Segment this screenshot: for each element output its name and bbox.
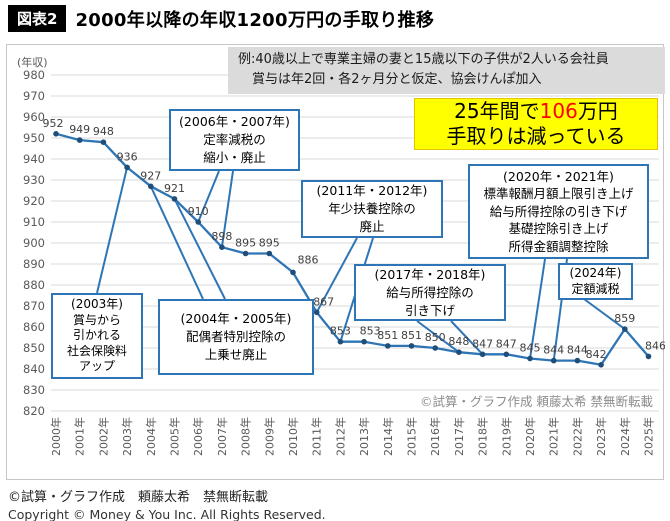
svg-text:840: 840 xyxy=(23,362,45,376)
svg-text:2022年: 2022年 xyxy=(570,417,584,456)
highlight-line-2: 手取りは減っている xyxy=(446,124,626,148)
svg-text:898: 898 xyxy=(211,230,232,243)
svg-text:940: 940 xyxy=(23,152,45,166)
svg-text:886: 886 xyxy=(298,253,319,266)
svg-text:950: 950 xyxy=(23,131,45,145)
svg-text:2010年: 2010年 xyxy=(286,417,300,456)
data-points xyxy=(53,131,652,368)
chart-watermark: ©試算・グラフ作成 頼藤太希 禁無断転載 xyxy=(420,394,653,409)
svg-text:930: 930 xyxy=(23,173,45,187)
svg-text:847: 847 xyxy=(496,337,517,350)
svg-text:870: 870 xyxy=(23,299,45,313)
assumption-line-2: 賞与は年2回・各2ヶ月分と仮定、協会けんぽ加入 xyxy=(252,72,542,88)
svg-text:936: 936 xyxy=(117,150,138,163)
footer-credit: ©試算・グラフ作成 頼藤太希 禁無断転載 xyxy=(8,490,269,505)
svg-text:2004年: 2004年 xyxy=(144,417,158,456)
page-header: 図表2 2000年以降の年収1200万円の手取り推移 xyxy=(8,5,434,32)
svg-text:2001年: 2001年 xyxy=(73,417,87,456)
highlight-value: 106 xyxy=(539,99,578,123)
svg-text:2011年: 2011年 xyxy=(310,417,324,456)
svg-text:960: 960 xyxy=(23,110,45,124)
svg-text:848: 848 xyxy=(448,335,469,348)
svg-text:820: 820 xyxy=(23,404,45,418)
svg-text:2025年: 2025年 xyxy=(642,417,656,456)
svg-text:949: 949 xyxy=(69,123,90,136)
svg-text:845: 845 xyxy=(520,342,541,355)
svg-text:2024年: 2024年 xyxy=(618,417,632,456)
chart-panel: 例:40歳以上で専業主婦の妻と15歳以下の子供が2人いる会社員 賞与は年2回・各… xyxy=(6,44,666,480)
svg-text:2021年: 2021年 xyxy=(547,417,561,456)
svg-text:2005年: 2005年 xyxy=(168,417,182,456)
svg-text:927: 927 xyxy=(140,169,161,182)
svg-text:2014年: 2014年 xyxy=(381,417,395,456)
svg-text:867: 867 xyxy=(313,295,334,308)
assumption-line-1: 例:40歳以上で専業主婦の妻と15歳以下の子供が2人いる会社員 xyxy=(238,52,609,67)
highlight-line-1: 25年間で106万円 xyxy=(454,99,618,123)
y-axis-labels: 820 830 840 850 860 870 880 890 900 910 920 930 940 9… xyxy=(23,68,45,418)
figure-badge: 図表2 xyxy=(8,5,67,32)
assumption-note: 例:40歳以上で専業主婦の妻と15歳以下の子供が2人いる会社員 賞与は年2回・各… xyxy=(228,47,665,95)
svg-text:2013年: 2013年 xyxy=(357,417,371,456)
svg-text:859: 859 xyxy=(614,312,635,325)
svg-text:844: 844 xyxy=(543,344,564,357)
annotation-2020-2021: (2020年・2021年) 標準報酬月額上限引き上げ 給与所得控除の引き下げ 基… xyxy=(468,164,649,259)
x-axis-labels: 2000年 2001年 2002年 2003年 2004年 2005年 2006年 2007年… xyxy=(49,417,656,456)
annotation-2017-2018: (2017年・2018年) 給与所得控除の 引き下げ xyxy=(354,264,506,321)
page-title: 2000年以降の年収1200万円の手取り推移 xyxy=(75,9,435,31)
svg-text:842: 842 xyxy=(586,348,607,361)
y-axis-unit-label: (年収) xyxy=(17,56,48,69)
svg-text:2003年: 2003年 xyxy=(120,417,134,456)
annotation-2004-2005: (2004年・2005年) 配偶者特別控除の 上乗せ廃止 xyxy=(158,299,314,375)
svg-text:952: 952 xyxy=(43,117,64,130)
svg-text:890: 890 xyxy=(23,257,45,271)
svg-text:860: 860 xyxy=(23,320,45,334)
svg-text:2019年: 2019年 xyxy=(499,417,513,456)
svg-text:2015年: 2015年 xyxy=(405,417,419,456)
svg-text:920: 920 xyxy=(23,194,45,208)
annotation-2024: (2024年) 定額減税 xyxy=(558,263,633,300)
svg-text:2008年: 2008年 xyxy=(239,417,253,456)
svg-text:948: 948 xyxy=(93,125,114,138)
svg-text:910: 910 xyxy=(188,205,209,218)
leader-lines xyxy=(96,167,626,361)
svg-text:900: 900 xyxy=(23,236,45,250)
svg-text:2002年: 2002年 xyxy=(96,417,110,456)
footer-copyright: Copyright © Money & You Inc. All Rights … xyxy=(8,507,326,521)
data-line xyxy=(55,132,650,366)
svg-text:850: 850 xyxy=(425,331,446,344)
svg-text:910: 910 xyxy=(23,215,45,229)
svg-text:2007年: 2007年 xyxy=(215,417,229,456)
svg-text:2006年: 2006年 xyxy=(191,417,205,456)
svg-text:853: 853 xyxy=(330,325,351,338)
svg-text:2000年: 2000年 xyxy=(49,417,63,456)
svg-text:2023年: 2023年 xyxy=(594,417,608,456)
svg-text:2012年: 2012年 xyxy=(333,417,347,456)
svg-text:853: 853 xyxy=(360,325,381,338)
svg-text:2016年: 2016年 xyxy=(428,417,442,456)
svg-text:2020年: 2020年 xyxy=(523,417,537,456)
svg-text:980: 980 xyxy=(23,68,45,82)
svg-text:895: 895 xyxy=(235,237,256,250)
svg-text:851: 851 xyxy=(401,329,422,342)
svg-text:880: 880 xyxy=(23,278,45,292)
page-footer: ©試算・グラフ作成 頼藤太希 禁無断転載 Copyright © Money &… xyxy=(8,486,326,521)
svg-text:847: 847 xyxy=(472,337,493,350)
svg-text:850: 850 xyxy=(23,341,45,355)
svg-text:844: 844 xyxy=(567,344,588,357)
annotation-2011-2012: (2011年・2012年) 年少扶養控除の 廃止 xyxy=(301,180,443,238)
svg-text:970: 970 xyxy=(23,89,45,103)
svg-text:921: 921 xyxy=(164,182,185,195)
svg-text:851: 851 xyxy=(377,329,398,342)
svg-text:895: 895 xyxy=(259,237,280,250)
svg-text:846: 846 xyxy=(645,339,665,352)
svg-text:2009年: 2009年 xyxy=(262,417,276,456)
svg-text:2017年: 2017年 xyxy=(452,417,466,456)
svg-text:830: 830 xyxy=(23,383,45,397)
svg-text:2018年: 2018年 xyxy=(476,417,490,456)
highlight-callout: 25年間で106万円 手取りは減っている xyxy=(414,98,658,150)
annotation-2003: (2003年) 賞与から 引かれる 社会保険料 アップ xyxy=(51,293,143,379)
annotation-2006-2007: (2006年・2007年) 定率減税の 縮小・廃止 xyxy=(169,109,300,171)
